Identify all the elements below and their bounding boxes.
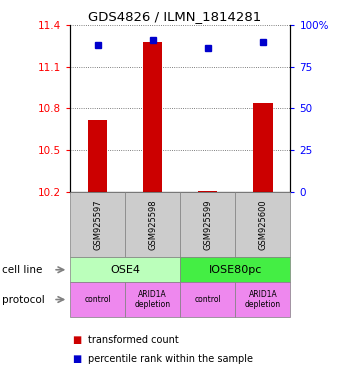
Text: percentile rank within the sample: percentile rank within the sample (88, 354, 252, 364)
Text: protocol: protocol (2, 295, 44, 305)
Bar (253, 103, 273, 192)
Bar (143, 41, 162, 192)
Text: GSM925600: GSM925600 (258, 199, 267, 250)
Text: ARID1A
depletion: ARID1A depletion (245, 290, 281, 309)
Text: GSM925597: GSM925597 (93, 199, 102, 250)
Bar (198, 190, 217, 192)
Text: GSM925599: GSM925599 (203, 199, 212, 250)
Text: GDS4826 / ILMN_1814281: GDS4826 / ILMN_1814281 (88, 10, 262, 23)
Text: IOSE80pc: IOSE80pc (209, 265, 262, 275)
Text: ARID1A
depletion: ARID1A depletion (135, 290, 171, 309)
Text: control: control (195, 295, 221, 304)
Text: transformed count: transformed count (88, 335, 178, 345)
Text: GSM925598: GSM925598 (148, 199, 157, 250)
Text: ■: ■ (72, 335, 81, 345)
Bar (88, 119, 107, 192)
Text: OSE4: OSE4 (110, 265, 140, 275)
Text: ■: ■ (72, 354, 81, 364)
Text: control: control (84, 295, 111, 304)
Text: cell line: cell line (2, 265, 42, 275)
